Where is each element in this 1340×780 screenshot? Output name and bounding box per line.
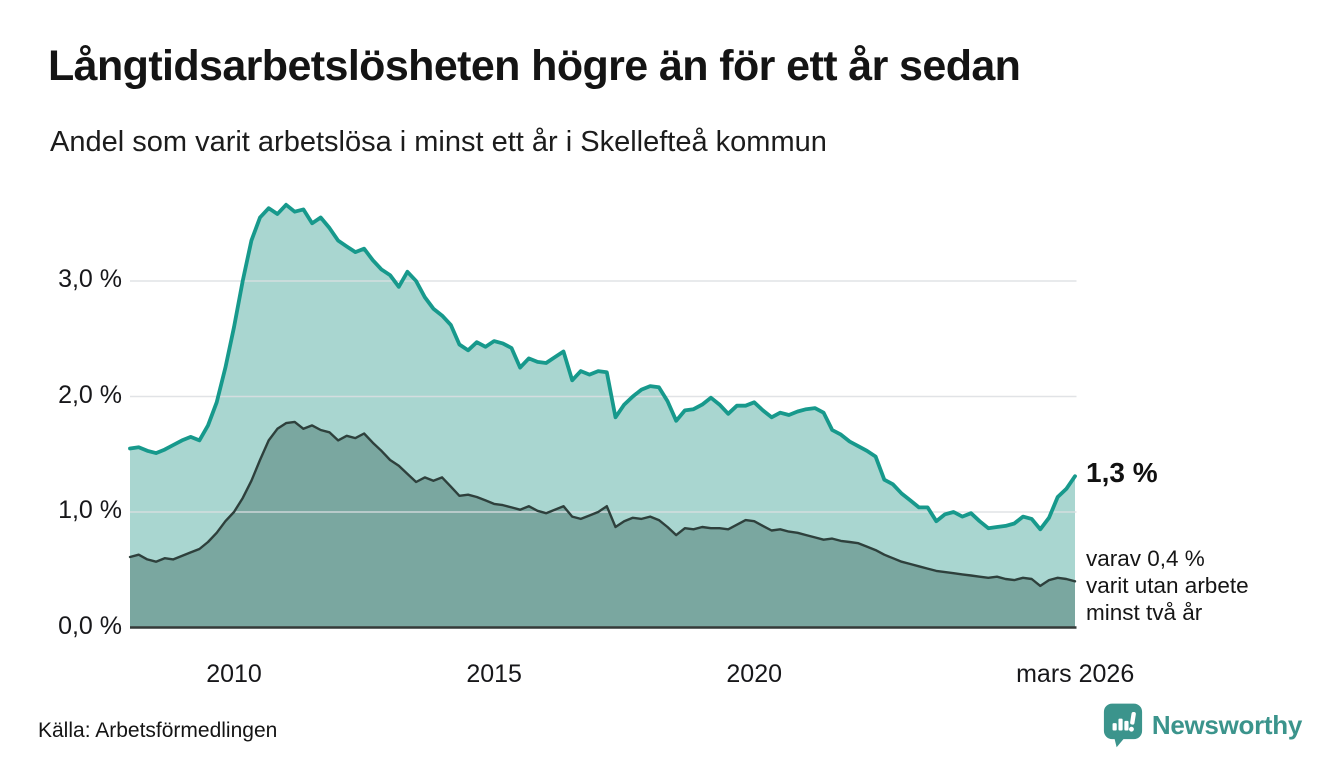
y-tick-label: 1,0 %	[58, 496, 122, 524]
end-dark-line-3: minst två år	[1086, 600, 1203, 626]
end-value-label-dark: varav 0,4 % varit utan arbete minst två …	[1086, 545, 1249, 626]
total-line	[128, 202, 1077, 532]
end-dark-line-1: varav 0,4 %	[1086, 546, 1205, 572]
source-note: Källa: Arbetsförmedlingen	[38, 719, 278, 742]
y-tick-label: 3,0 %	[58, 265, 122, 293]
page-title: Långtidsarbetslösheten högre än för ett …	[48, 42, 1021, 90]
x-tick-label: 2015	[466, 660, 522, 688]
y-tick-label: 2,0 %	[58, 380, 122, 409]
page-subtitle: Andel som varit arbetslösa i minst ett å…	[50, 126, 827, 158]
x-tick-label: mars 2026	[1016, 660, 1135, 688]
x-tick-label: 2010	[206, 660, 262, 688]
y-tick-label: 0,0 %	[58, 611, 122, 640]
newsworthy-wordmark: Newsworthy	[1151, 709, 1302, 740]
newsworthy-pin-icon	[1103, 703, 1142, 748]
end-dark-line-2: varit utan arbete	[1086, 573, 1249, 599]
newsworthy-logo: Newsworthy	[1103, 702, 1302, 748]
end-value-label-total: 1,3 %	[1086, 457, 1158, 489]
two-year-line	[128, 420, 1077, 588]
x-tick-label: 2020	[726, 660, 783, 688]
two-year-area-fill	[130, 421, 1075, 628]
